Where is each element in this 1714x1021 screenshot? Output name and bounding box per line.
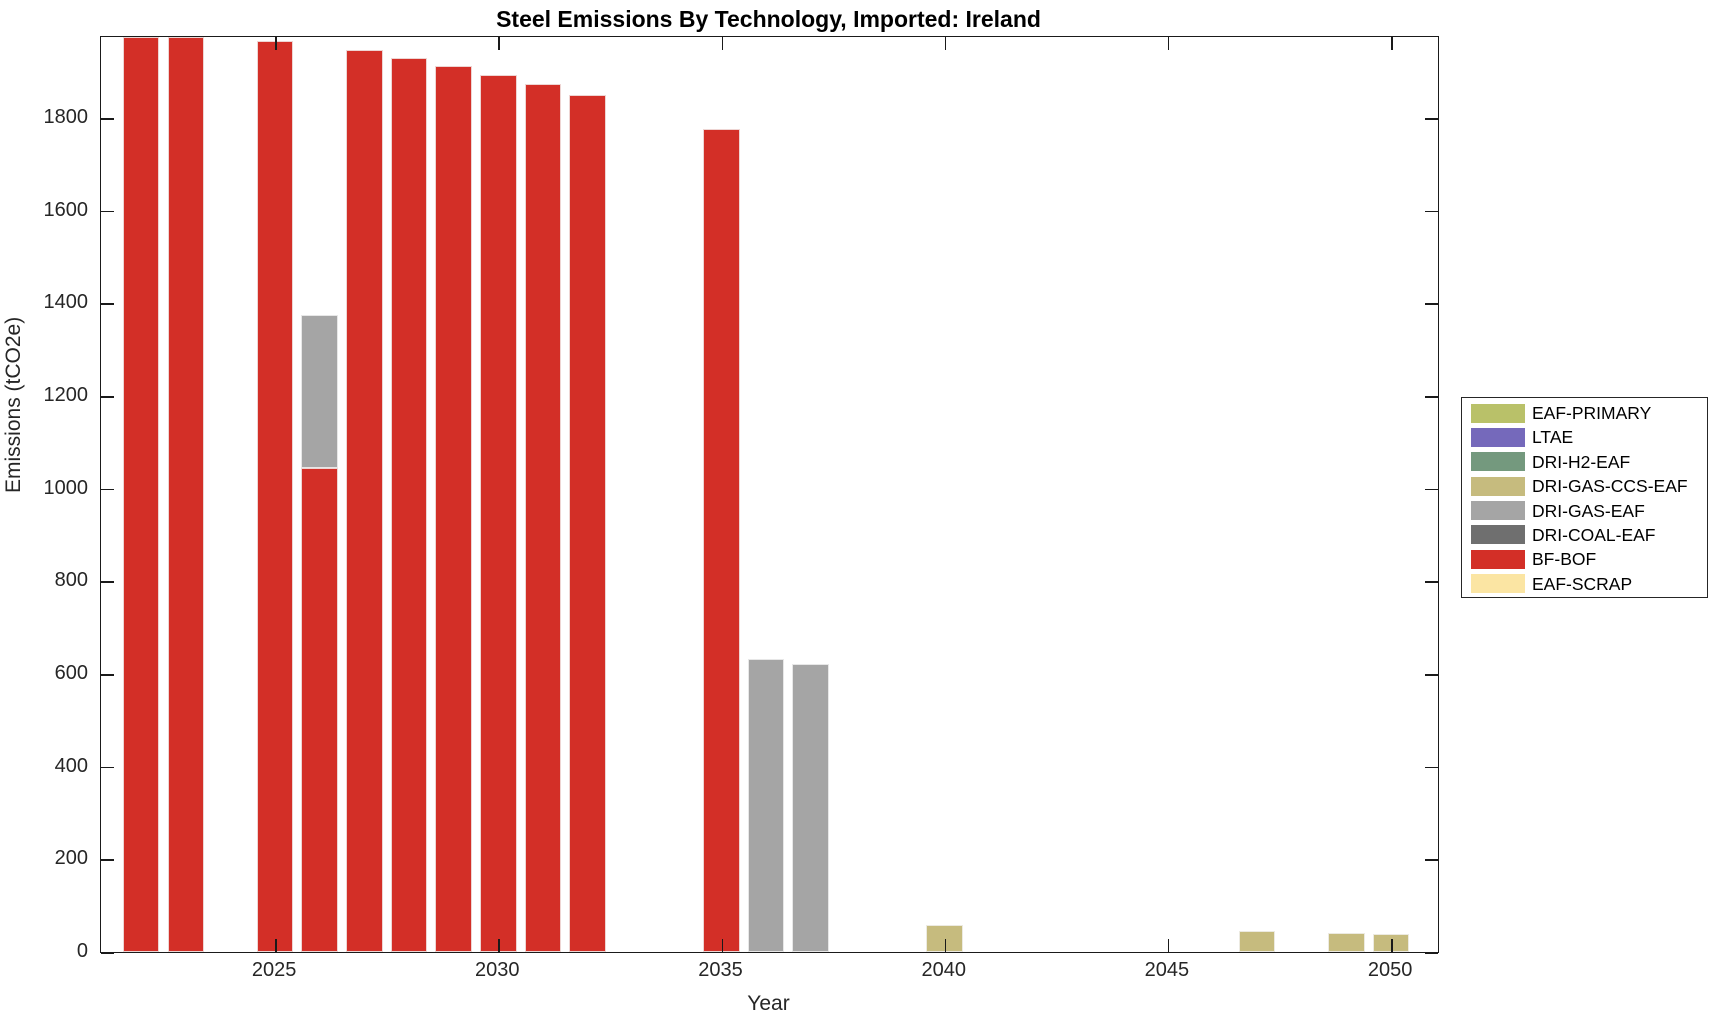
legend-label: LTAE <box>1532 427 1574 448</box>
y-tick-label: 1400 <box>43 291 89 314</box>
x-tick-mark-top <box>1167 37 1170 50</box>
legend-item-eaf-primary: EAF-PRIMARY <box>1462 401 1707 425</box>
legend-item-dri-gas-ccs-eaf: DRI-GAS-CCS-EAF <box>1462 474 1707 498</box>
bar-segment-2029-bf-bof <box>435 66 472 952</box>
y-tick-label: 600 <box>54 662 88 685</box>
y-tick-mark-left <box>101 488 114 491</box>
legend-swatch-dri-gas-eaf <box>1471 501 1525 521</box>
y-tick-label: 400 <box>54 754 88 777</box>
legend-swatch-eaf-scrap <box>1471 574 1525 594</box>
legend-swatch-dri-h2-eaf <box>1471 452 1525 472</box>
y-tick-label: 1200 <box>43 384 89 407</box>
y-tick-mark-left <box>101 952 114 954</box>
x-tick-mark-top <box>721 37 723 50</box>
legend-swatch-dri-gas-ccs-eaf <box>1471 476 1525 496</box>
bar-segment-2035-bf-bof <box>703 129 740 952</box>
y-tick-mark-left <box>101 766 114 769</box>
y-tick-mark-left <box>101 118 114 120</box>
bar-segment-2026-dri-gas-eaf <box>301 314 339 469</box>
legend-swatch-dri-coal-eaf <box>1471 525 1525 545</box>
bar-segment-2027-bf-bof <box>346 50 383 952</box>
y-tick-label: 1800 <box>43 106 89 129</box>
y-tick-mark-right <box>1425 674 1438 676</box>
legend-item-dri-h2-eaf: DRI-H2-EAF <box>1462 450 1707 474</box>
y-tick-mark-right <box>1425 581 1438 583</box>
x-tick-mark-top <box>1391 37 1393 50</box>
x-tick-mark-bottom <box>1391 939 1393 952</box>
y-axis-label-text: Emissions (tCO2e) <box>2 316 25 493</box>
bar-segment-2023-bf-bof <box>167 37 205 952</box>
y-tick-label: 1600 <box>43 198 89 221</box>
legend: EAF-PRIMARY LTAE DRI-H2-EAF DRI-GAS-CCS-EAF… <box>1461 397 1708 598</box>
x-tick-mark-bottom <box>275 939 277 952</box>
legend-item-bf-bof: BF-BOF <box>1462 547 1707 571</box>
y-tick-label: 1000 <box>43 476 89 499</box>
x-tick-label: 2040 <box>921 959 966 981</box>
legend-item-dri-gas-eaf: DRI-GAS-EAF <box>1462 499 1707 523</box>
x-tick-label: 2030 <box>475 959 520 981</box>
bar-segment-2037-dri-gas-eaf <box>792 664 830 952</box>
legend-item-ltae: LTAE <box>1462 425 1707 449</box>
legend-label: EAF-PRIMARY <box>1532 403 1652 423</box>
x-tick-label: 2025 <box>251 959 297 981</box>
x-tick-mark-top <box>275 37 277 50</box>
y-tick-mark-right <box>1425 766 1438 769</box>
x-tick-mark-bottom <box>721 939 723 952</box>
legend-item-dri-coal-eaf: DRI-COAL-EAF <box>1462 523 1707 547</box>
y-tick-mark-left <box>101 303 114 305</box>
legend-label: DRI-GAS-EAF <box>1532 500 1645 521</box>
x-tick-mark-bottom <box>498 939 500 952</box>
bar-segment-2032-bf-bof <box>569 95 606 952</box>
x-tick-mark-bottom <box>1167 939 1170 952</box>
y-tick-mark-right <box>1425 488 1438 491</box>
legend-label: DRI-GAS-CCS-EAF <box>1532 476 1688 497</box>
bar-segment-2022-bf-bof <box>122 37 160 952</box>
legend-swatch-ltae <box>1471 427 1525 447</box>
bar-segment-2026-bf-bof <box>301 468 339 952</box>
bar-segment-2047-dri-gas-ccs-eaf <box>1238 930 1276 952</box>
legend-swatch-bf-bof <box>1471 549 1525 569</box>
bar-segment-2036-dri-gas-eaf <box>747 659 785 952</box>
bar-segment-2030-bf-bof <box>480 75 517 952</box>
x-tick-label: 2035 <box>698 959 743 981</box>
y-tick-mark-right <box>1425 952 1438 954</box>
y-tick-mark-right <box>1425 396 1438 398</box>
legend-label: EAF-SCRAP <box>1532 573 1633 594</box>
x-axis-label: Year <box>747 992 790 1015</box>
bar-segment-2028-bf-bof <box>390 57 428 952</box>
x-tick-mark-bottom <box>944 939 947 952</box>
x-tick-mark-top <box>498 37 500 50</box>
y-tick-mark-right <box>1425 859 1438 861</box>
x-tick-label: 2045 <box>1144 959 1190 981</box>
y-tick-mark-left <box>101 674 114 676</box>
y-tick-label: 0 <box>76 940 88 962</box>
bar-segment-2049-dri-gas-ccs-eaf <box>1328 932 1365 952</box>
y-tick-mark-left <box>101 859 114 861</box>
bar-segment-2050-dri-gas-ccs-eaf <box>1372 933 1410 952</box>
y-tick-mark-left <box>101 210 114 213</box>
y-tick-mark-right <box>1425 210 1438 213</box>
x-tick-mark-top <box>944 37 947 50</box>
y-tick-mark-right <box>1425 118 1438 120</box>
y-tick-mark-left <box>101 581 114 583</box>
y-tick-mark-left <box>101 396 114 398</box>
legend-label: DRI-COAL-EAF <box>1532 524 1656 545</box>
x-tick-label: 2050 <box>1367 959 1413 981</box>
legend-label: DRI-H2-EAF <box>1532 451 1631 472</box>
y-tick-label: 800 <box>54 569 88 592</box>
y-tick-mark-right <box>1425 303 1438 305</box>
chart-title: Steel Emissions By Technology, Imported:… <box>496 6 1041 32</box>
legend-item-eaf-scrap: EAF-SCRAP <box>1462 572 1707 596</box>
legend-swatch-eaf-primary <box>1471 403 1525 423</box>
plot-area <box>100 36 1439 954</box>
bar-segment-2031-bf-bof <box>524 84 562 952</box>
bar-segment-2025-bf-bof <box>256 40 294 952</box>
y-tick-label: 200 <box>54 847 88 870</box>
legend-label: BF-BOF <box>1532 549 1597 570</box>
